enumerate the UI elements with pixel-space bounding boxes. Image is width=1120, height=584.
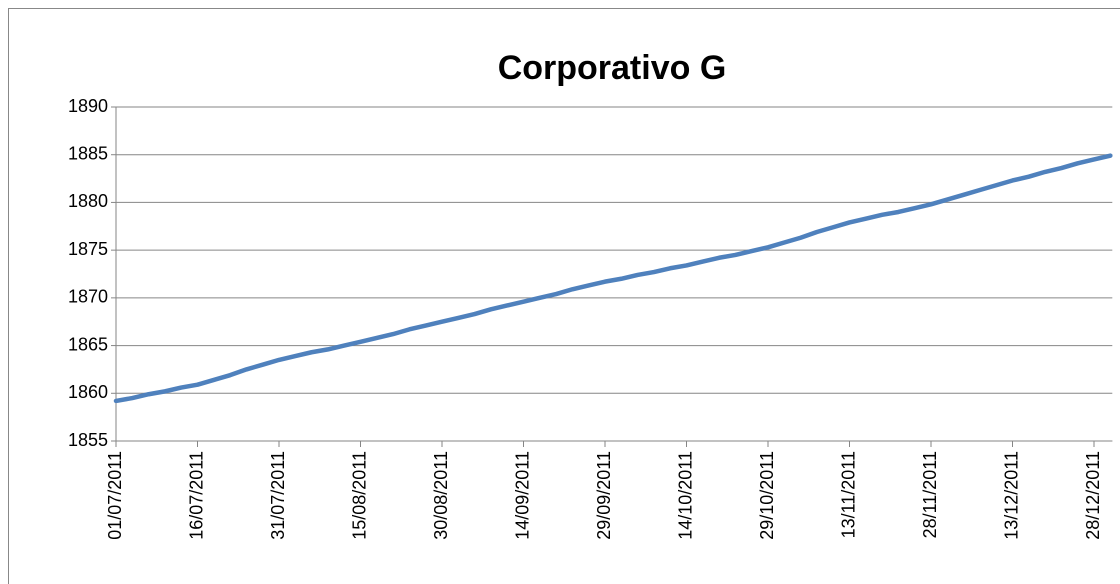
x-tick-label: 16/07/2011 <box>186 451 206 540</box>
y-tick-label: 1860 <box>68 382 108 402</box>
x-tick-label: 31/07/2011 <box>268 451 288 540</box>
x-tick-label: 13/11/2011 <box>838 451 858 538</box>
x-tick-label: 14/10/2011 <box>675 451 695 540</box>
y-tick-label: 1880 <box>68 191 108 211</box>
chart-border <box>8 8 1120 584</box>
x-tick-label: 30/08/2011 <box>431 451 451 540</box>
y-tick-label: 1890 <box>68 96 108 116</box>
chart-title: Corporativo G <box>498 49 727 87</box>
x-tick-label: 01/07/2011 <box>105 451 125 540</box>
x-tick-label: 13/12/2011 <box>1001 451 1021 540</box>
data-line <box>113 153 1113 404</box>
y-tick-label: 1870 <box>68 287 108 307</box>
y-tick-label: 1875 <box>68 239 108 259</box>
y-tick-label: 1855 <box>68 430 108 450</box>
x-tick-label: 15/08/2011 <box>349 451 369 540</box>
y-tick-label: 1865 <box>68 334 108 354</box>
y-tick-label: 1885 <box>68 143 108 163</box>
x-tick-label: 29/09/2011 <box>594 451 614 540</box>
x-tick-label: 14/09/2011 <box>512 451 532 540</box>
x-tick-label: 28/12/2011 <box>1083 451 1103 540</box>
x-tick-label: 29/10/2011 <box>757 451 777 540</box>
x-tick-label: 28/11/2011 <box>920 451 940 538</box>
